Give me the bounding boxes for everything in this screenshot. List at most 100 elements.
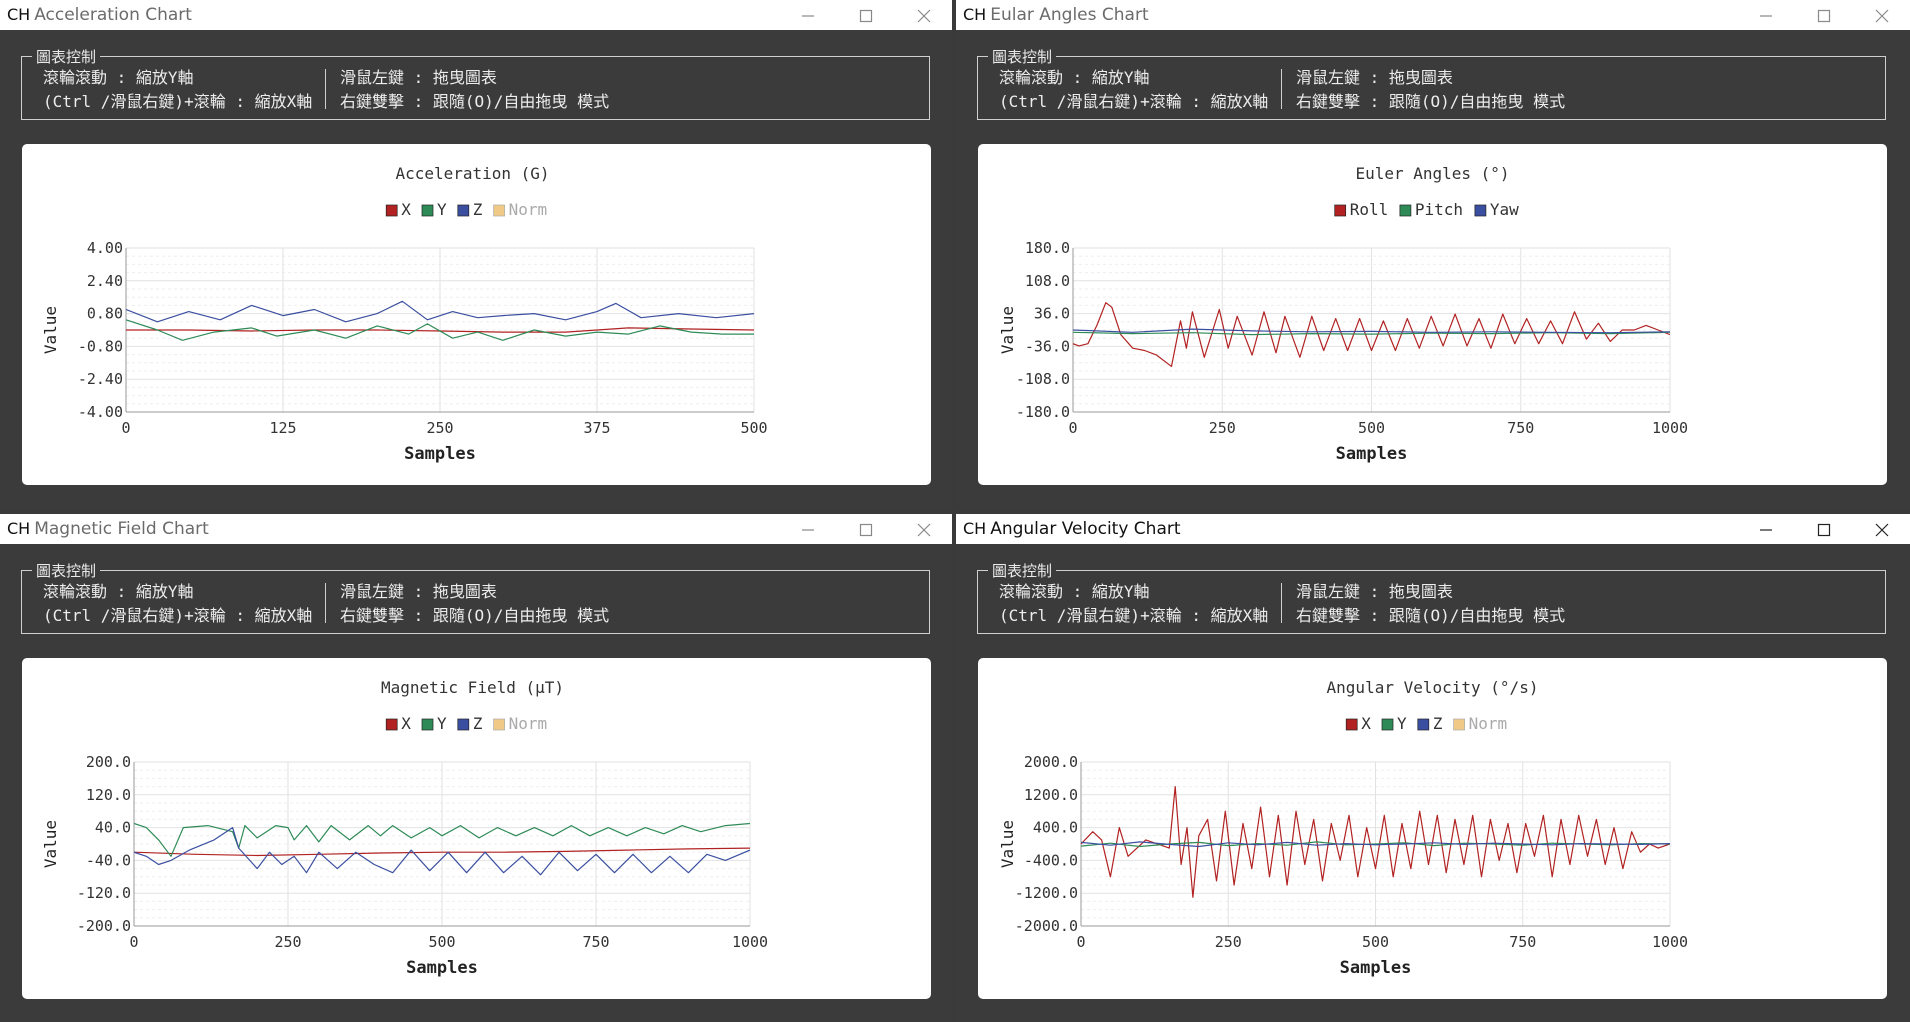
series-group (126, 300, 754, 341)
scroll-zoom-y-help: 滾輪滾動 : 縮放Y軸 (43, 582, 194, 601)
series-line-roll (1073, 302, 1670, 367)
series-line-x (134, 847, 750, 857)
title-bar[interactable]: CH Acceleration Chart (0, 0, 952, 30)
legend-swatch (421, 204, 434, 217)
chart-panel[interactable]: Angular Velocity (°/s) X Y Z Norm 2000.0 1200.… (978, 658, 1887, 999)
maximize-button[interactable] (1795, 0, 1852, 30)
y-tick-label: 2000.0 (1024, 753, 1078, 771)
legend-item-y[interactable]: Y (1381, 714, 1407, 733)
x-tick-label: 750 (582, 933, 609, 951)
x-tick-label: 750 (1507, 419, 1534, 437)
minimize-icon (802, 15, 814, 17)
legend-swatch (1345, 718, 1358, 731)
minimize-icon (802, 529, 814, 531)
close-button[interactable] (895, 0, 952, 30)
close-button[interactable] (1853, 514, 1910, 544)
chart-controls-legend: 圖表控制 (32, 46, 101, 67)
x-tick-label: 0 (1068, 419, 1077, 437)
minimize-icon (1760, 529, 1772, 531)
chart-controls-box: 圖表控制 滾輪滾動 : 縮放Y軸 (Ctrl /滑鼠右鍵)+滾輪 : 縮放X軸 滑鼠左… (21, 560, 930, 634)
x-axis-label: Samples (1340, 958, 1412, 978)
legend-item-y[interactable]: Y (421, 200, 447, 219)
ctrl-scroll-zoom-x-help: (Ctrl /滑鼠右鍵)+滾輪 : 縮放X軸 (999, 92, 1269, 111)
maximize-button[interactable] (837, 0, 894, 30)
x-tick-label: 500 (1358, 419, 1385, 437)
x-tick-label: 500 (428, 933, 455, 951)
x-tick-label: 250 (274, 933, 301, 951)
minimize-button[interactable] (779, 514, 836, 544)
x-tick-label: 0 (121, 419, 130, 437)
title-bar[interactable]: CH Magnetic Field Chart (0, 514, 952, 544)
grid (1072, 247, 1671, 413)
legend-item-x[interactable]: X (385, 714, 411, 733)
maximize-button[interactable] (1795, 514, 1852, 544)
chart-panel[interactable]: Acceleration (G) X Y Z Norm 4.00 2.40 0.80 -0.80… (22, 144, 931, 485)
legend-item-norm[interactable]: Norm (1453, 714, 1508, 733)
close-button[interactable] (1853, 0, 1910, 30)
series-line-z (134, 827, 750, 876)
line-chart[interactable]: Magnetic Field (μT) X Y Z Norm 200.0 120.0 40.0… (22, 658, 931, 999)
follow-mode-help: 右鍵雙擊 : 跟隨(O)/自由拖曳 模式 (1296, 606, 1566, 625)
y-tick-label: -40.0 (86, 851, 131, 869)
minimize-icon (1760, 15, 1772, 17)
series-line-z (126, 300, 754, 323)
title-bar[interactable]: CH Angular Velocity Chart (956, 514, 1910, 544)
minimize-button[interactable] (779, 0, 836, 30)
app-code: CH (963, 5, 987, 24)
legend-swatch (421, 718, 434, 731)
legend-item-norm[interactable]: Norm (493, 714, 548, 733)
legend-item-norm[interactable]: Norm (493, 200, 548, 219)
legend-item-pitch[interactable]: Pitch (1399, 200, 1463, 219)
drag-chart-help: 滑鼠左鍵 : 拖曳圖表 (1296, 68, 1453, 87)
minimize-button[interactable] (1737, 514, 1794, 544)
legend-label: Norm (509, 714, 548, 733)
y-tick-label: -4.00 (78, 403, 123, 421)
chart-legend[interactable]: Roll Pitch Yaw (1334, 200, 1519, 219)
x-tick-label: 500 (740, 419, 767, 437)
legend-item-roll[interactable]: Roll (1334, 200, 1389, 219)
maximize-icon (859, 9, 873, 23)
legend-item-y[interactable]: Y (421, 714, 447, 733)
x-tick-label: 250 (426, 419, 453, 437)
legend-item-z[interactable]: Z (457, 714, 483, 733)
euler-chart-window: CH Eular Angles Chart 圖表控制 滾輪滾動 : 縮放Y軸 (Ctrl… (956, 0, 1910, 508)
x-axis-label: Samples (406, 958, 478, 978)
close-button[interactable] (895, 514, 952, 544)
x-tick-label: 250 (1215, 933, 1242, 951)
y-tick-label: 180.0 (1025, 239, 1070, 257)
close-icon (1875, 523, 1889, 537)
legend-item-x[interactable]: X (385, 200, 411, 219)
scroll-zoom-y-help: 滾輪滾動 : 縮放Y軸 (43, 68, 194, 87)
minimize-button[interactable] (1737, 0, 1794, 30)
follow-mode-help: 右鍵雙擊 : 跟隨(O)/自由拖曳 模式 (1296, 92, 1566, 111)
chart-legend[interactable]: X Y Z Norm (385, 714, 548, 733)
controls-left-column: 滾輪滾動 : 縮放Y軸 (Ctrl /滑鼠右鍵)+滾輪 : 縮放X軸 (999, 66, 1268, 114)
y-tick-label: -108.0 (1016, 370, 1070, 388)
legend-label: Z (473, 714, 483, 733)
chart-controls-legend: 圖表控制 (988, 560, 1057, 581)
legend-item-z[interactable]: Z (457, 200, 483, 219)
title-bar[interactable]: CH Eular Angles Chart (956, 0, 1910, 30)
legend-item-z[interactable]: Z (1417, 714, 1443, 733)
chart-controls-box: 圖表控制 滾輪滾動 : 縮放Y軸 (Ctrl /滑鼠右鍵)+滾輪 : 縮放X軸 滑鼠左… (977, 46, 1886, 120)
maximize-button[interactable] (837, 514, 894, 544)
legend-item-yaw[interactable]: Yaw (1474, 200, 1519, 219)
line-chart[interactable]: Euler Angles (°) Roll Pitch Yaw 180.0 108.0 36… (978, 144, 1887, 485)
chart-legend[interactable]: X Y Z Norm (385, 200, 548, 219)
window-title: Acceleration Chart (34, 5, 192, 25)
line-chart[interactable]: Acceleration (G) X Y Z Norm 4.00 2.40 0.80 -0.80… (22, 144, 931, 485)
controls-divider (1281, 583, 1282, 623)
follow-mode-help: 右鍵雙擊 : 跟隨(O)/自由拖曳 模式 (340, 92, 610, 111)
chart-legend[interactable]: X Y Z Norm (1345, 714, 1508, 733)
gyro-chart-window: CH Angular Velocity Chart 圖表控制 滾輪滾動 : 縮放Y軸 (… (956, 514, 1910, 1022)
line-chart[interactable]: Angular Velocity (°/s) X Y Z Norm 2000.0 1200.… (978, 658, 1887, 999)
x-axis-label: Samples (404, 444, 476, 464)
chart-title: Angular Velocity (°/s) (1327, 678, 1539, 697)
x-tick-label: 375 (583, 419, 610, 437)
y-tick-label: -200.0 (77, 917, 131, 935)
chart-panel[interactable]: Magnetic Field (μT) X Y Z Norm 200.0 120.0 40.0… (22, 658, 931, 999)
y-tick-label: 36.0 (1034, 305, 1070, 323)
chart-panel[interactable]: Euler Angles (°) Roll Pitch Yaw 180.0 108.0 36… (978, 144, 1887, 485)
legend-swatch (493, 718, 505, 731)
legend-item-x[interactable]: X (1345, 714, 1371, 733)
